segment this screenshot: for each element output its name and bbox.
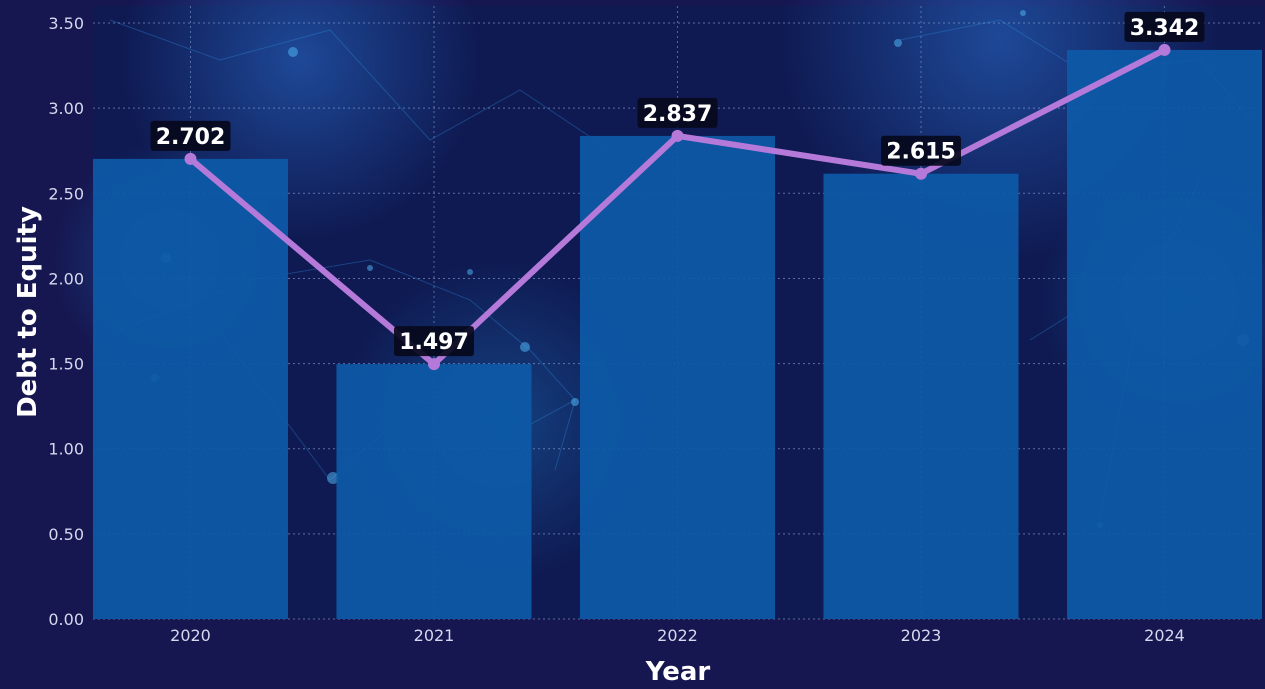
data-label-box — [881, 135, 961, 166]
y-axis-title: Debt to Equity — [13, 206, 43, 418]
data-label-text: 2.702 — [156, 125, 226, 150]
y-tick-label: 2.00 — [48, 269, 84, 288]
line-point-2021 — [428, 358, 440, 371]
y-tick-label: 1.50 — [48, 355, 84, 374]
data-label-text: 1.497 — [399, 330, 469, 355]
bar-2023 — [823, 173, 1019, 619]
data-label-2022: 2.837 — [637, 97, 718, 128]
data-label-box — [637, 97, 718, 128]
y-tick-label: 1.00 — [48, 440, 84, 459]
line-point-2023 — [915, 167, 927, 180]
x-tick-label: 2021 — [414, 626, 455, 645]
x-axis-ticks: 2020 2021 2022 2023 2024 — [170, 626, 1185, 645]
data-label-box — [1124, 11, 1205, 42]
x-tick-label: 2022 — [657, 626, 698, 645]
data-label-2023: 2.615 — [881, 135, 961, 166]
data-label-box — [150, 120, 231, 151]
y-tick-label: 2.50 — [48, 184, 84, 203]
bar-2022 — [580, 135, 775, 620]
data-label-2024: 3.342 — [1124, 11, 1205, 42]
y-tick-label: 3.50 — [48, 14, 84, 33]
data-label-2021: 1.497 — [394, 326, 474, 357]
data-label-text: 2.837 — [643, 102, 713, 127]
data-label-2020: 2.702 — [150, 120, 231, 151]
y-tick-label: 0.50 — [48, 525, 84, 544]
x-tick-label: 2024 — [1144, 626, 1185, 645]
y-tick-label: 3.00 — [48, 99, 84, 118]
bar-2024 — [1067, 49, 1262, 620]
x-tick-label: 2023 — [901, 626, 942, 645]
bar-series — [93, 49, 1262, 620]
data-labels: 2.702 1.497 2.837 2.615 3.342 — [150, 11, 1205, 357]
x-tick-label: 2020 — [170, 626, 211, 645]
data-label-text: 3.342 — [1130, 16, 1200, 41]
line-point-2024 — [1158, 43, 1171, 56]
y-tick-label: 0.00 — [48, 610, 84, 629]
data-label-box — [394, 326, 474, 357]
data-label-text: 2.615 — [886, 140, 956, 165]
x-axis-title: Year — [645, 657, 711, 687]
line-point-2020 — [184, 152, 197, 165]
y-axis-ticks: 0.00 0.50 1.00 1.50 2.00 2.50 3.00 3.50 — [48, 14, 84, 629]
bar-2020 — [93, 158, 288, 620]
bar-2021 — [336, 364, 532, 619]
line-point-2022 — [671, 129, 684, 142]
line-series — [184, 43, 1171, 371]
